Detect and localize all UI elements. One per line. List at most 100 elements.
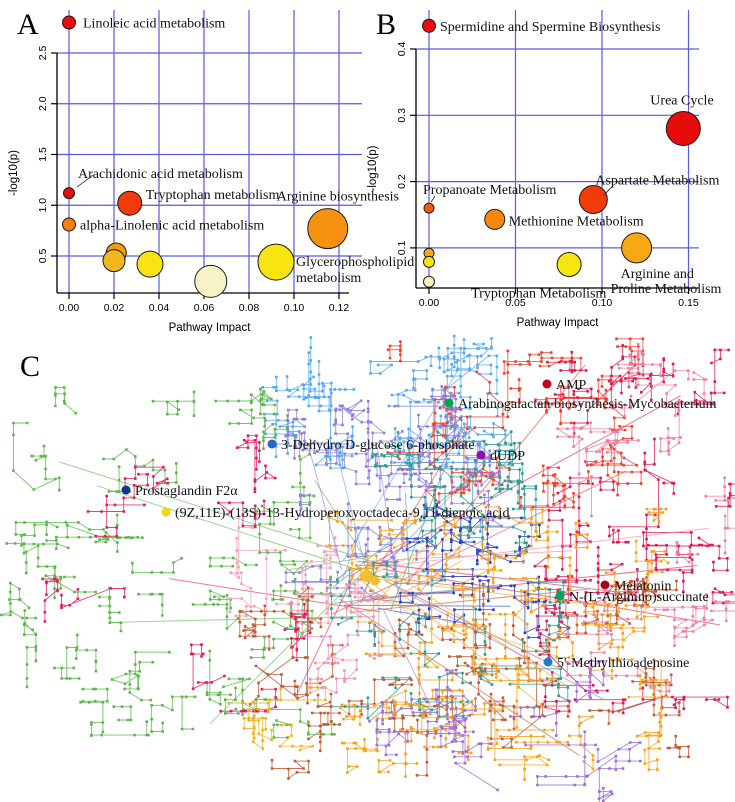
network-hub-edges (339, 574, 588, 756)
network-nodes (228, 515, 339, 625)
metabolite-label: Arabinogalactan biosynthesis-Mycobacteri… (458, 397, 717, 412)
x-tick-label: 0.12 (329, 302, 350, 314)
x-tick-label: 0.06 (194, 302, 215, 314)
bubble-label: Arginine biosynthesis (277, 190, 399, 205)
hub-blob (370, 576, 380, 586)
y-tick-label: 2.5 (37, 46, 49, 61)
network-cluster-crimson-left (41, 434, 381, 713)
metabolite-label: AMP (556, 378, 587, 393)
x-tick-label: 0.08 (239, 302, 260, 314)
metabolite-dot (555, 591, 565, 601)
network-nodes (284, 385, 503, 598)
metabolite-label: N-(L-Arginino)succinate (569, 590, 709, 605)
network-nodes (290, 578, 387, 695)
bubble (578, 185, 608, 215)
x-tick-label: 0.05 (505, 297, 526, 309)
metabolite-dot (161, 507, 171, 517)
metabolite-label: 3-Dehydro D-glucose 6-phosphate (281, 438, 475, 453)
network-nodes (370, 430, 538, 553)
bubble (422, 18, 436, 33)
bubble-label: Spermidine and Spermine Biosynthesis (440, 20, 660, 35)
network-nodes (368, 660, 642, 802)
panel-c-network-graph: AMP Arabinogalactan biosynthesis-Mycobact… (0, 334, 735, 802)
y-axis-title: -log10(p) (8, 150, 20, 196)
network-cluster-pink-left (228, 515, 339, 625)
y-tick-label: 0.1 (396, 240, 408, 255)
bubble (102, 249, 126, 273)
bubble-label: Glycerophospholipid (296, 255, 414, 270)
metabolite-label: 5'-Methylthioadenosine (557, 656, 689, 671)
x-tick-label: 0.02 (104, 302, 125, 314)
network-hub-edges (348, 395, 720, 626)
network-cluster-sienna (238, 574, 690, 780)
axes: 0.00 0.05 0.10 0.15 0.1 0.2 0.3 0.4 Pathway Impa… (367, 42, 699, 329)
hub-blob (361, 570, 373, 582)
metabolite-dot (267, 439, 277, 449)
bubble (423, 202, 435, 214)
bubble-label: Propanoate Metabolism (423, 183, 556, 198)
y-tick-label: 1.0 (37, 198, 49, 213)
bubble-label: Urea Cycle (650, 94, 713, 109)
grid-lines (416, 10, 699, 288)
network-cluster-pink-bottom (290, 578, 387, 695)
bubble (307, 208, 349, 250)
panel-b-bubble-chart: 0.00 0.05 0.10 0.15 0.1 0.2 0.3 0.4 Pathway Impa… (367, 8, 722, 329)
network-edges (290, 579, 386, 694)
x-tick-label: 0.00 (419, 297, 440, 309)
grid-lines (57, 10, 362, 293)
x-tick-label: 0.10 (592, 297, 613, 309)
panel-a-bubble-chart: 0.00 0.02 0.04 0.06 0.08 0.10 0.12 0.5 1.0 1.5 2.0… (8, 8, 414, 334)
bubbles: Spermidine and Spermine Biosynthesis Urea… (422, 18, 722, 301)
bubble (423, 275, 435, 288)
x-tick-label: 0.04 (149, 302, 170, 314)
network-hub-edges (309, 447, 496, 615)
metabolite-label: Melatonin (614, 579, 672, 594)
x-tick-label: 0.00 (59, 302, 80, 314)
x-tick-label: 0.10 (284, 302, 305, 314)
network-nodes (238, 576, 690, 780)
bubble (665, 111, 701, 147)
network-hub-edges (332, 592, 376, 595)
bubble (117, 190, 143, 216)
metabolite-dot (543, 657, 553, 667)
x-axis-title: Pathway Impact (517, 317, 600, 329)
bubble-label: Linoleic acid metabolism (83, 17, 225, 32)
network-edges (369, 660, 641, 802)
y-tick-label: 0.3 (396, 108, 408, 123)
bubble (556, 251, 582, 277)
bubble-label: alpha-Linolenic acid metabolism (80, 219, 264, 234)
network-hub-edges (59, 461, 400, 725)
bubble (63, 187, 75, 200)
bubble (62, 217, 76, 232)
y-axis-title: -log10(p) (367, 145, 379, 191)
metabolite-label: dUDP (490, 449, 525, 464)
bubble-label: Proline Metabolism (611, 282, 722, 297)
metabolite-dot (476, 450, 486, 460)
bubble-label: Arginine and (621, 267, 694, 282)
bubble-label: Methionine Metabolism (509, 214, 644, 229)
bubble (621, 232, 653, 264)
bubble-label: Tryptophan metabolism (146, 188, 280, 203)
label-leader-line (76, 174, 94, 188)
bubble-label: metabolism (296, 271, 361, 286)
metabolite-label: (9Z,11E)-(13S)-13-Hydroperoxyoctadeca-9,… (175, 506, 509, 521)
network-edges (42, 435, 311, 712)
bubble (136, 250, 164, 278)
network-cluster-teal (332, 430, 538, 610)
metabolite-dot (121, 485, 131, 495)
bubble-label: Tryptophan Metabolism (471, 286, 606, 301)
metabolite-dot (542, 379, 552, 389)
bubble (62, 15, 76, 30)
network-cluster-violet (368, 588, 642, 802)
metabolite-label: Prostaglandin F2α (135, 484, 238, 499)
network-cluster-purple (284, 385, 503, 615)
metabolite-dot (600, 580, 610, 590)
metabolite-labels: AMP Arabinogalactan biosynthesis-Mycobact… (121, 378, 717, 671)
bubble (257, 243, 295, 281)
network-edges (328, 506, 669, 780)
panel-label-C: C (20, 350, 40, 383)
bubble (423, 255, 435, 268)
metabolite-dot (444, 398, 454, 408)
network-hub-edges (343, 524, 627, 712)
